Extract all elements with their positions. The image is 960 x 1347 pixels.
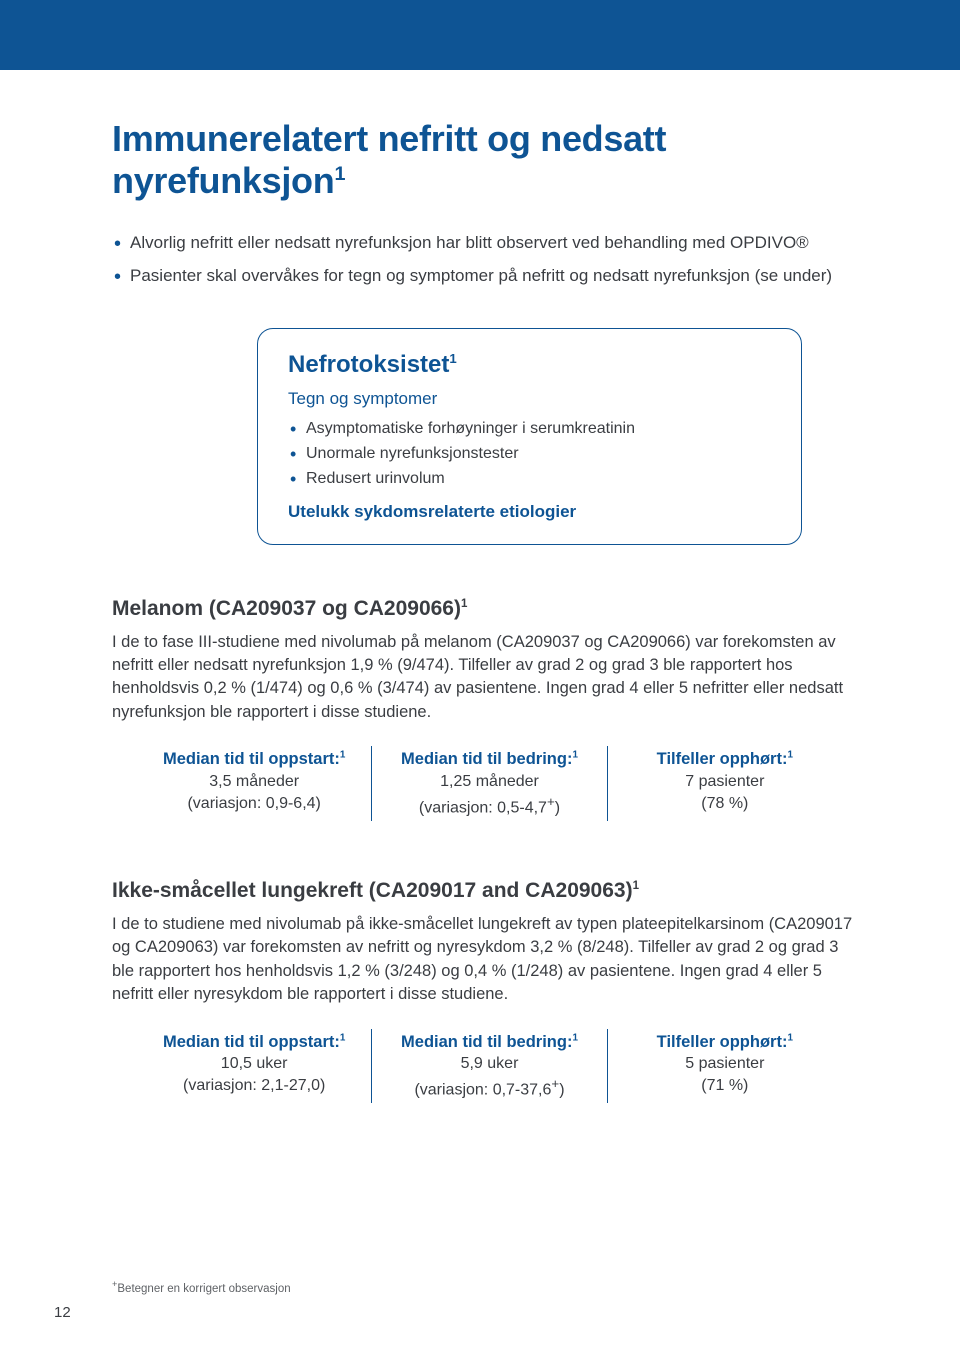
symptom-item: Redusert urinvolum <box>288 467 771 492</box>
stat-label: Median tid til oppstart:1 <box>155 1031 353 1053</box>
study-title-melanom: Melanom (CA209037 og CA209066)1 <box>112 597 862 621</box>
stat-range: (variasjon: 0,5-4,7+) <box>390 793 588 819</box>
page-content: Immunerelatert nefritt og nedsatt nyrefu… <box>0 70 960 1103</box>
stat-range: (71 %) <box>626 1075 824 1097</box>
symptom-item: Asymptomatiske forhøyninger i serumkreat… <box>288 417 771 442</box>
footnote: +Betegner en korrigert observasjon <box>112 1279 291 1295</box>
stat-range: (variasjon: 0,7-37,6+) <box>390 1075 588 1101</box>
nephrotoxicity-box: Nefrotoksistet1 Tegn og symptomer Asympt… <box>257 328 802 544</box>
page-title: Immunerelatert nefritt og nedsatt nyrefu… <box>112 118 862 203</box>
symptom-item: Unormale nyrefunksjonstester <box>288 442 771 467</box>
stat-value: 10,5 uker <box>155 1053 353 1075</box>
study-body-lung: I de to studiene med nivolumab på ikke-s… <box>112 913 862 1007</box>
intro-bullet-list: Alvorlig nefritt eller nedsatt nyrefunks… <box>112 231 862 288</box>
stat-range: (variasjon: 2,1-27,0) <box>155 1075 353 1097</box>
info-box-title: Nefrotoksistet1 <box>288 351 771 379</box>
stat-label: Tilfeller opphørt:1 <box>626 1031 824 1053</box>
symptom-list: Asymptomatiske forhøyninger i serumkreat… <box>288 417 771 491</box>
page-number: 12 <box>54 1304 71 1321</box>
stats-row-melanom: Median tid til oppstart:1 3,5 måneder (v… <box>137 746 842 821</box>
info-box-subtitle: Tegn og symptomer <box>288 389 771 409</box>
header-bar <box>0 0 960 70</box>
stat-label: Tilfeller opphørt:1 <box>626 748 824 770</box>
stat-label: Median tid til bedring:1 <box>390 1031 588 1053</box>
intro-bullet: Alvorlig nefritt eller nedsatt nyrefunks… <box>112 231 862 256</box>
stat-cell: Median tid til oppstart:1 3,5 måneder (v… <box>137 746 371 821</box>
stat-range: (variasjon: 0,9-6,4) <box>155 793 353 815</box>
stat-cell: Tilfeller opphørt:1 7 pasienter (78 %) <box>608 746 842 821</box>
stat-value: 1,25 måneder <box>390 771 588 793</box>
stat-value: 7 pasienter <box>626 771 824 793</box>
stat-cell: Tilfeller opphørt:1 5 pasienter (71 %) <box>608 1029 842 1104</box>
stat-value: 3,5 måneder <box>155 771 353 793</box>
stats-row-lung: Median tid til oppstart:1 10,5 uker (var… <box>137 1029 842 1104</box>
intro-bullet: Pasienter skal overvåkes for tegn og sym… <box>112 264 862 289</box>
stat-value: 5 pasienter <box>626 1053 824 1075</box>
stat-range: (78 %) <box>626 793 824 815</box>
stat-cell: Median tid til oppstart:1 10,5 uker (var… <box>137 1029 371 1104</box>
stat-value: 5,9 uker <box>390 1053 588 1075</box>
study-title-lung: Ikke-småcellet lungekreft (CA209017 and … <box>112 879 862 903</box>
stat-cell: Median tid til bedring:1 5,9 uker (varia… <box>371 1029 607 1104</box>
stat-label: Median tid til bedring:1 <box>390 748 588 770</box>
exclude-etiologies: Utelukk sykdomsrelaterte etiologier <box>288 502 771 522</box>
stat-label: Median tid til oppstart:1 <box>155 748 353 770</box>
study-body-melanom: I de to fase III-studiene med nivolumab … <box>112 631 862 725</box>
stat-cell: Median tid til bedring:1 1,25 måneder (v… <box>371 746 607 821</box>
